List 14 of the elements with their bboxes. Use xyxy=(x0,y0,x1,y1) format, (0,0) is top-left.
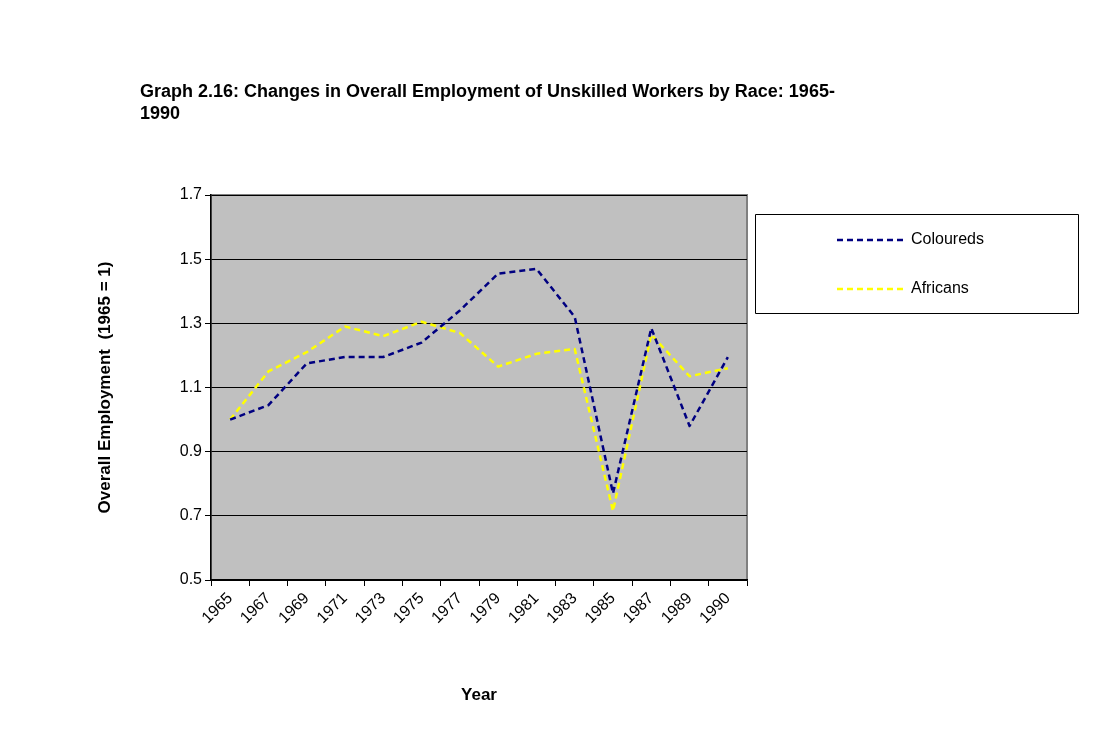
y-tick-label: 1.3 xyxy=(179,313,203,331)
legend-label: Coloureds xyxy=(911,230,984,248)
line-series xyxy=(228,267,730,495)
y-tick-label: 1.7 xyxy=(179,185,203,203)
y-tick-label: 1.1 xyxy=(179,377,203,395)
y-tick-label: 0.9 xyxy=(179,442,203,460)
legend-label: Africans xyxy=(911,279,969,297)
y-tick-label: 0.5 xyxy=(179,570,203,588)
chart-title: Graph 2.16: Changes in Overall Employment of Unskilled Workers by Race: 1965-1990 xyxy=(140,80,836,124)
y-tick-label: 0.7 xyxy=(179,506,203,524)
x-axis-title: Year xyxy=(461,685,498,705)
y-tick-label: 1.5 xyxy=(179,249,203,267)
y-axis-title: Overall Employment (1965 = 1) xyxy=(94,261,114,514)
line-series xyxy=(228,320,730,513)
